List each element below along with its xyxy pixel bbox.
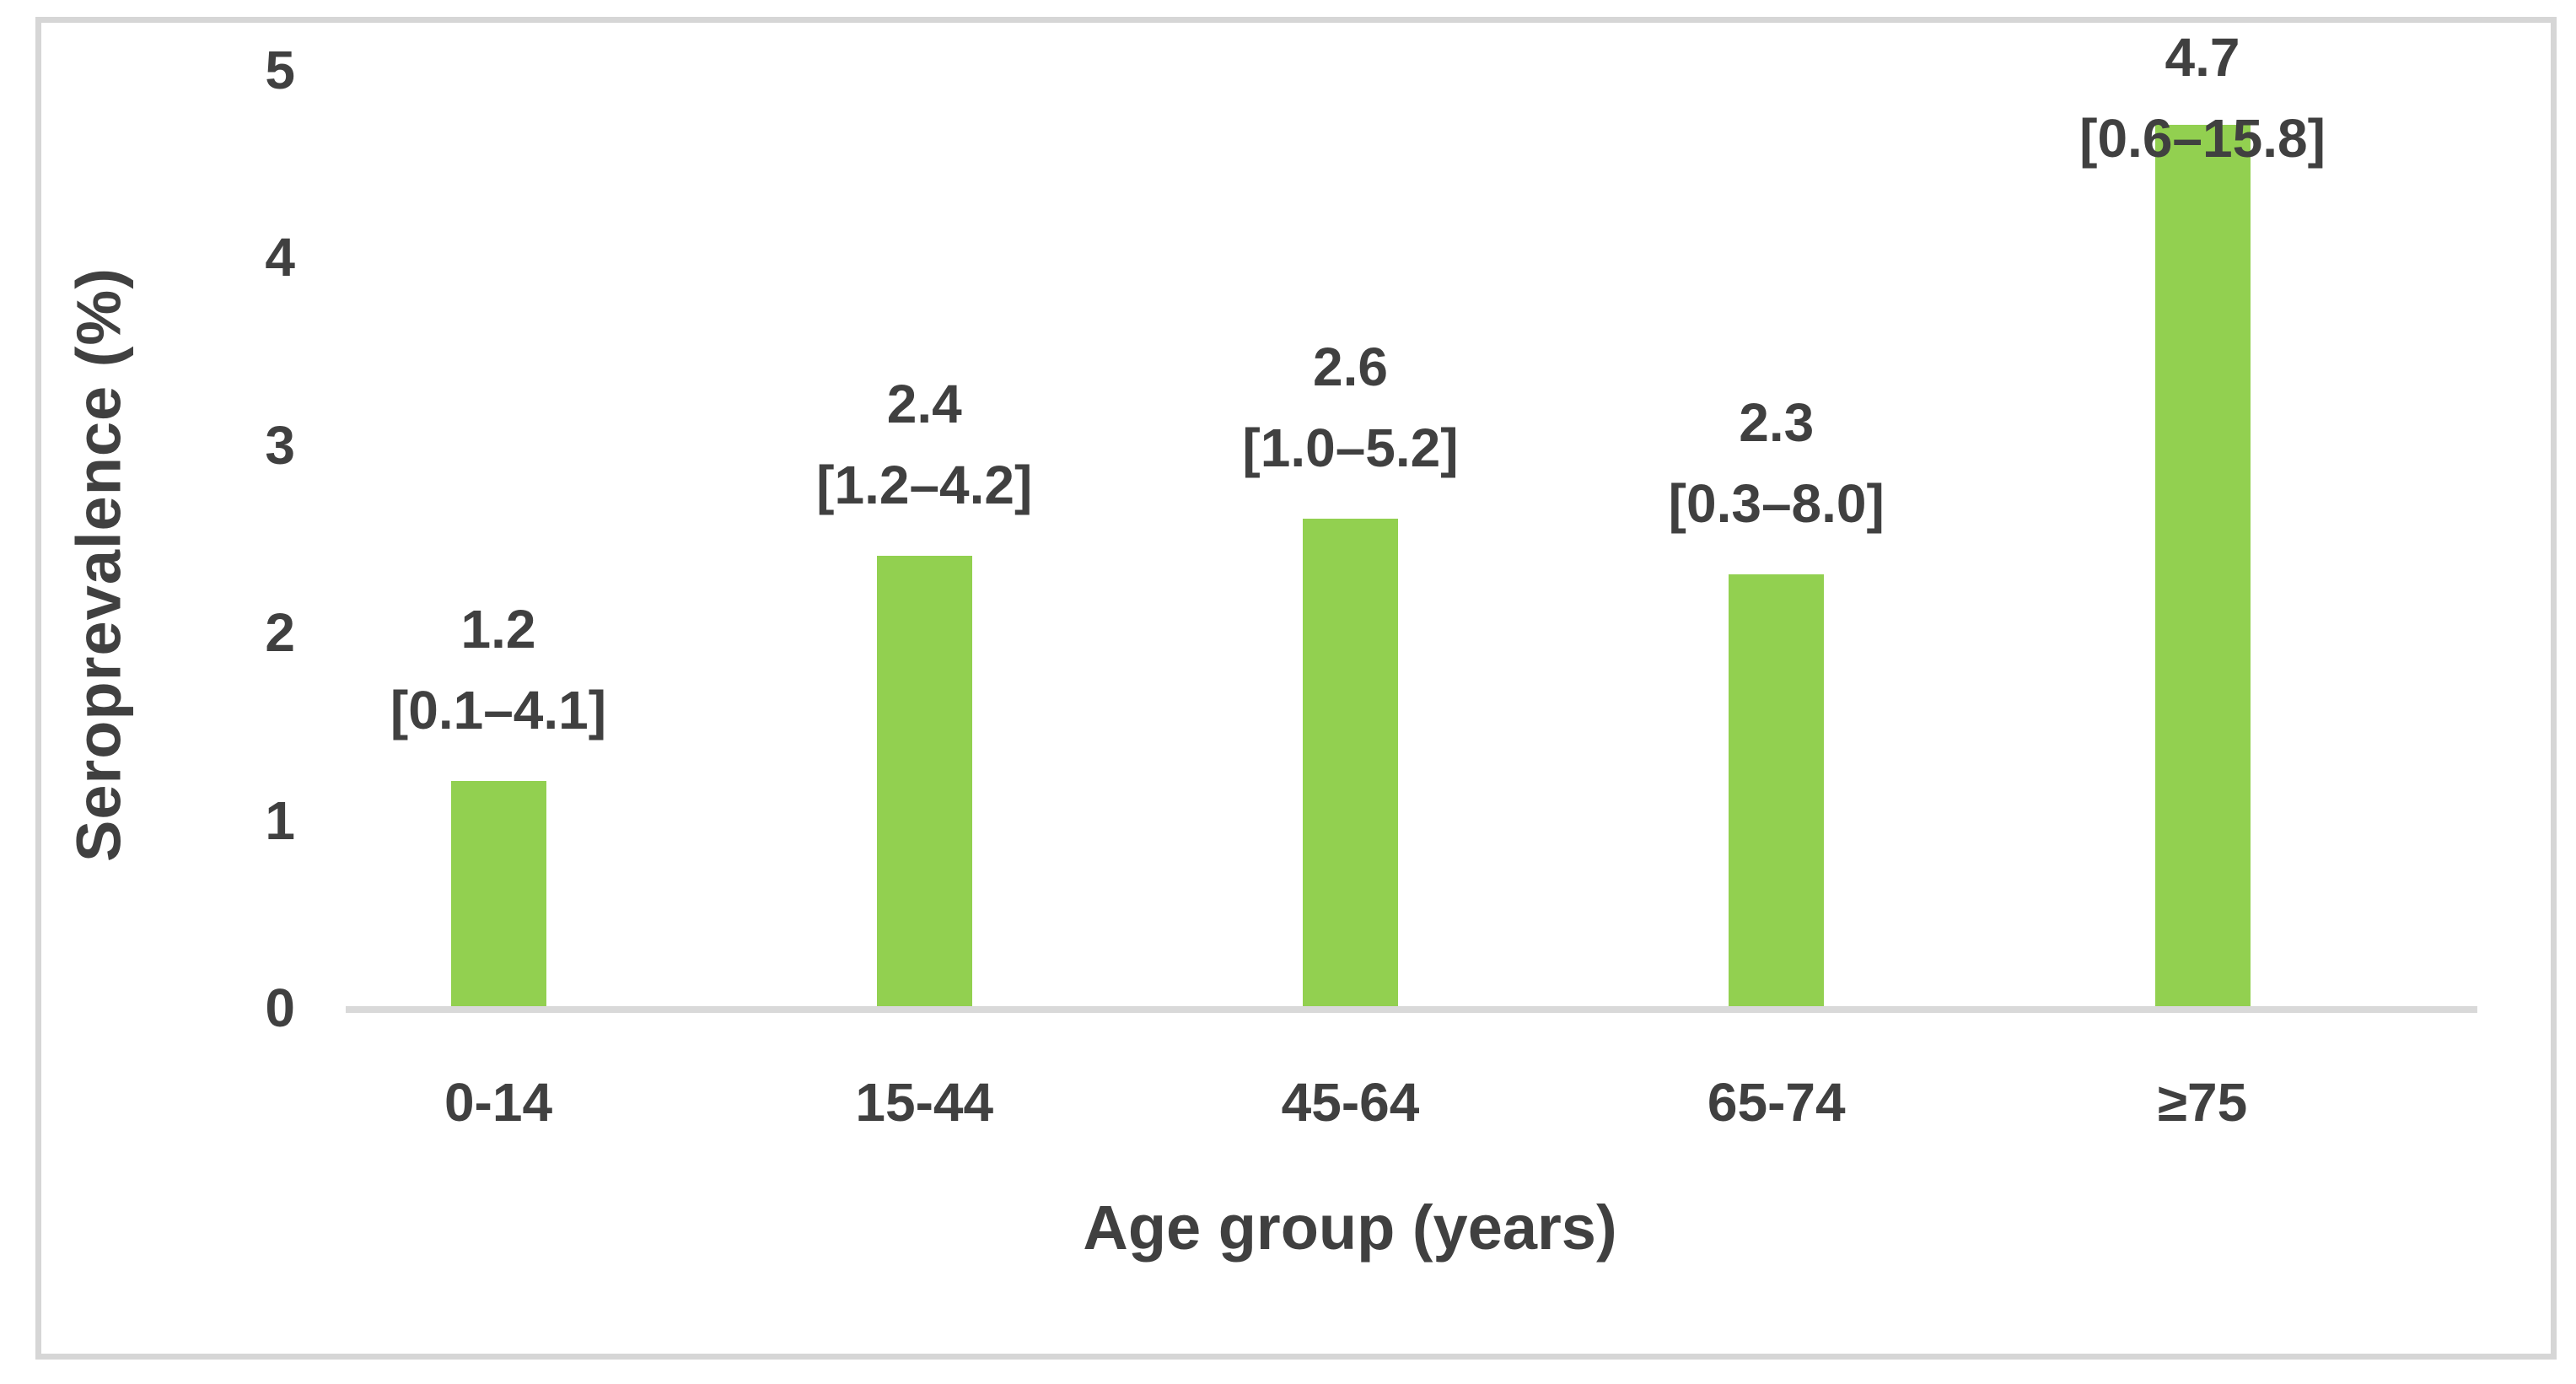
bar-value-text: 4.7 xyxy=(2165,27,2240,88)
x-axis-tick-label: 45-64 xyxy=(1281,1072,1420,1133)
bar-ci-text: [0.6–15.8] xyxy=(2079,108,2326,169)
bar-ci-text: [0.3–8.0] xyxy=(1668,473,1885,535)
bar-value-text: 2.4 xyxy=(886,374,962,435)
y-axis-tick-label: 3 xyxy=(265,414,295,476)
y-axis-tick-label: 5 xyxy=(265,40,295,100)
chart-border-frame xyxy=(35,17,2557,1360)
bar-ci-text: [0.1–4.1] xyxy=(390,680,607,741)
x-axis-tick-label: 65-74 xyxy=(1707,1072,1846,1133)
x-axis-title: Age group (years) xyxy=(1083,1193,1617,1263)
y-axis-tick-label: 4 xyxy=(265,227,295,288)
y-axis-tick-label: 2 xyxy=(265,602,295,664)
bar xyxy=(2154,124,2251,1006)
bar-data-label: 1.2 [0.1–4.1] xyxy=(262,589,734,751)
bar xyxy=(450,781,546,1006)
bar-value-text: 1.2 xyxy=(460,599,536,660)
bar-data-label: 2.4 [1.2–4.2] xyxy=(688,364,1160,525)
x-axis-line xyxy=(346,1006,2477,1013)
bar xyxy=(876,556,972,1006)
bar-value-text: 2.3 xyxy=(1739,392,1815,454)
bar-data-label: 2.3 [0.3–8.0] xyxy=(1541,382,2013,544)
bar-ci-text: [1.2–4.2] xyxy=(816,455,1033,516)
bar xyxy=(1729,574,1825,1006)
x-axis-tick-label: 15-44 xyxy=(855,1072,994,1133)
bar-data-label: 4.7 [0.6–15.8] xyxy=(1966,17,2439,179)
bar-ci-text: [1.0–5.2] xyxy=(1242,417,1459,478)
x-axis-tick-label: ≥75 xyxy=(2157,1072,2248,1133)
y-axis-tick-label: 0 xyxy=(265,977,295,1038)
x-axis-tick-label: 0-14 xyxy=(444,1072,553,1133)
bar-data-label: 2.6 [1.0–5.2] xyxy=(1115,326,1587,488)
bar xyxy=(1303,518,1398,1006)
bar-value-text: 2.6 xyxy=(1313,336,1388,397)
y-axis-tick-label: 1 xyxy=(265,789,295,851)
